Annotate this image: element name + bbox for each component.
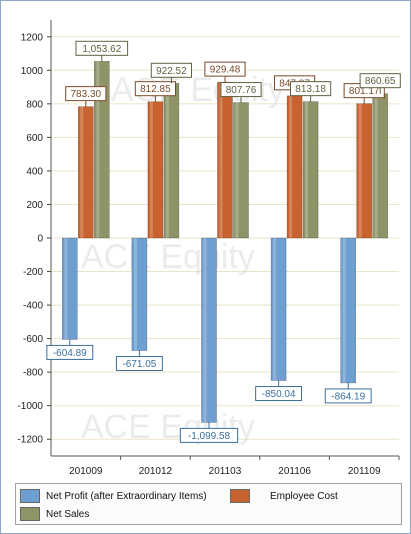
y-tick-label: -1000 <box>17 401 43 412</box>
data-label-box <box>324 388 372 404</box>
data-label: 929.48 <box>210 65 241 76</box>
data-label-box <box>115 356 163 372</box>
y-tick-label: -1200 <box>17 435 43 446</box>
data-label: 813.18 <box>295 84 326 95</box>
bar-highlight <box>289 95 293 238</box>
legend-swatch-net-sales <box>20 507 40 521</box>
y-tick-label: 200 <box>26 200 43 211</box>
data-label: 1,053.62 <box>82 44 121 55</box>
legend-item-net-sales: Net Sales <box>20 507 89 521</box>
data-label-box <box>290 81 332 97</box>
bar-highlight <box>80 106 84 239</box>
bar-highlight <box>96 61 100 238</box>
legend-item-net-profit: Net Profit (after Extraordinary Items) <box>20 489 207 503</box>
x-tick-label: 201012 <box>139 466 173 477</box>
data-label-box <box>134 81 177 97</box>
data-label-box <box>150 62 193 78</box>
data-label-box <box>46 344 94 360</box>
axes: 1200 1000 800 600 400 200 0 -200 -400 -600 -800 -10… <box>17 20 400 477</box>
y-tick-label: -600 <box>23 334 43 345</box>
data-label: 801.17 <box>349 86 380 97</box>
bar-highlight <box>149 101 153 238</box>
bar-highlight <box>358 103 362 238</box>
data-label: -671.05 <box>122 359 156 370</box>
data-label: -850.04 <box>262 389 296 400</box>
bar-0 <box>131 237 148 351</box>
data-label: 812.85 <box>140 84 171 95</box>
y-tick-label: 0 <box>37 234 43 245</box>
y-tick-label: 1000 <box>21 66 44 77</box>
bar-highlight <box>219 82 223 238</box>
x-tick-label: 201009 <box>69 466 103 477</box>
x-tick-label: 201103 <box>209 466 242 477</box>
data-label: -1,099.58 <box>188 431 231 442</box>
legend-label-net-sales: Net Sales <box>46 508 90 520</box>
data-label: -604.89 <box>53 348 87 359</box>
data-label-box <box>220 82 262 98</box>
y-tick-label: -800 <box>23 368 43 379</box>
legend-label-employee-cost: Employee Cost <box>270 490 338 502</box>
legend-swatch-net-profit <box>20 489 40 503</box>
data-label-box <box>179 427 239 443</box>
y-tick-label: 1200 <box>21 32 44 43</box>
bar-highlight <box>305 101 309 238</box>
watermark-text: ACE Equity <box>81 238 255 276</box>
data-label: 783.30 <box>71 89 102 100</box>
bar-highlight <box>235 102 239 238</box>
bar-highlight <box>273 238 277 381</box>
data-label: 922.52 <box>156 66 187 77</box>
y-tick-label: -200 <box>23 267 43 278</box>
bar-highlight <box>133 238 137 351</box>
data-label-box <box>65 86 107 102</box>
data-label-box <box>75 40 129 56</box>
bar-highlight <box>342 238 346 383</box>
data-label: 860.65 <box>365 76 396 87</box>
y-tick-label: 800 <box>26 99 43 110</box>
y-tick-label: 600 <box>26 133 43 144</box>
x-tick-label: 201106 <box>278 466 311 477</box>
data-label: 807.76 <box>226 85 257 96</box>
legend-label-net-profit: Net Profit (after Extraordinary Items) <box>46 490 207 502</box>
data-label-box <box>255 386 303 402</box>
legend: Net Profit (after Extraordinary Items) E… <box>15 483 402 525</box>
x-tick-label: 201109 <box>348 466 381 477</box>
legend-item-employee-cost: Employee Cost <box>230 489 338 503</box>
data-label: -864.19 <box>331 391 365 402</box>
legend-swatch-employee-cost <box>230 489 250 503</box>
bar-highlight <box>203 238 207 423</box>
data-labels: -604.89 783.30 1,053.62 -671.05 812.85 922.52… <box>46 40 401 443</box>
y-tick-label: -400 <box>23 301 43 312</box>
bars <box>61 61 389 423</box>
data-label-box <box>204 61 246 77</box>
data-label-box <box>359 73 401 89</box>
y-tick-label: 400 <box>26 166 43 177</box>
bar-highlight <box>374 93 378 238</box>
bar-highlight <box>64 238 68 340</box>
bar-highlight <box>165 83 169 238</box>
